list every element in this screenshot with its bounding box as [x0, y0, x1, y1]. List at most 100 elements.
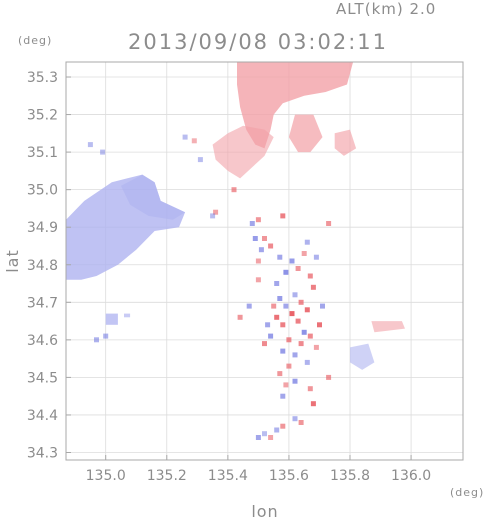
echo-cell [298, 341, 304, 347]
echo-cell [289, 258, 295, 264]
echo-cell [277, 371, 283, 377]
y-tick-label: 35.1 [27, 145, 58, 161]
echo-cell [280, 423, 286, 429]
echo-cell [182, 134, 188, 140]
west-small-blob-1 [105, 313, 118, 325]
echo-cell [317, 322, 322, 328]
echo-cell [274, 281, 280, 286]
echo-cell [274, 427, 280, 433]
altitude-label: ALT(km) 2.0 [336, 0, 436, 18]
echo-cell [283, 269, 289, 275]
echo-cell [292, 352, 298, 358]
y-tick-label: 34.7 [27, 295, 58, 311]
y-tick-label: 34.9 [27, 220, 58, 236]
x-tick-label: 135.8 [330, 468, 370, 484]
echo-cell [246, 303, 252, 309]
echo-cell [292, 292, 298, 298]
y-axis-label: lat [3, 249, 22, 273]
chart-title: 2013/09/08 03:02:11 [128, 30, 388, 54]
echo-cell [320, 303, 325, 309]
echo-cell [277, 296, 283, 301]
echo-cell [313, 344, 319, 350]
echo-cell [262, 431, 267, 437]
echo-speckles [87, 134, 332, 440]
north-upper-positive [237, 62, 354, 149]
y-tick-label: 34.5 [27, 370, 58, 386]
echo-cell [286, 363, 292, 369]
y-tick-label: 34.4 [27, 408, 58, 424]
echo-cell [280, 393, 286, 399]
x-axis-label: lon [251, 502, 278, 521]
echo-cell [298, 299, 304, 305]
echo-cell [262, 341, 267, 347]
echo-cell [280, 322, 286, 328]
north-far-right-blob [334, 129, 357, 156]
echo-cell [271, 303, 277, 309]
echo-cell [87, 142, 93, 148]
echo-cell [268, 333, 274, 339]
echo-cell [197, 157, 203, 163]
echo-cell [231, 187, 237, 193]
north-right-blob [288, 114, 323, 153]
echo-cell [298, 420, 304, 425]
echo-cell [307, 273, 313, 279]
x-tick-label: 135.4 [208, 468, 248, 484]
y-tick-label: 34.8 [27, 258, 58, 274]
echo-cell [262, 236, 267, 241]
plot-frame [65, 61, 464, 461]
echo-cell [255, 258, 261, 264]
east-small-negative [350, 343, 375, 370]
echo-cell [210, 213, 216, 219]
echo-cell [258, 247, 264, 253]
echo-cell [100, 149, 106, 155]
echo-cell [191, 138, 197, 144]
echo-cell [286, 337, 292, 343]
echo-cell [277, 254, 283, 260]
echo-cell [292, 416, 298, 422]
echo-cell [304, 239, 310, 245]
echo-cell [295, 318, 301, 324]
echo-cell [280, 348, 286, 354]
echo-cell [213, 209, 219, 215]
echo-cell [94, 337, 99, 343]
axis-ticks: 135.0 135.2 135.4 135.6 135.8 136.0 34.3 34.4 34… [27, 70, 431, 484]
echo-cell [307, 333, 313, 339]
echo-cell [326, 221, 332, 226]
y-tick-label: 35.0 [27, 183, 58, 199]
echo-cell [237, 314, 243, 320]
echo-cell [301, 251, 307, 256]
echo-cell [313, 254, 319, 260]
echo-cell [301, 329, 307, 335]
echo-cell [255, 435, 261, 440]
echo-cell [255, 277, 261, 283]
echo-cell [252, 236, 258, 241]
echo-cell [304, 307, 310, 313]
echo-cell [307, 386, 313, 392]
echo-cell [289, 311, 295, 317]
y-tick-label: 35.3 [27, 70, 58, 86]
y-tick-label: 35.2 [27, 108, 58, 124]
y-tick-label: 34.6 [27, 333, 58, 349]
echo-cell [283, 382, 289, 388]
echo-cell [304, 359, 310, 365]
echo-cell [255, 217, 261, 223]
y-tick-label: 34.3 [27, 445, 58, 461]
north-lower-positive [212, 125, 274, 179]
echo-cell [103, 333, 109, 339]
echo-cell [292, 378, 298, 384]
echo-cell [265, 322, 271, 328]
y-unit-label: (deg) [18, 34, 52, 47]
x-tick-label: 136.0 [391, 468, 431, 484]
echo-cell [280, 213, 286, 219]
echo-regions [66, 62, 405, 370]
east-small-positive [371, 321, 405, 333]
echo-cell [295, 266, 301, 271]
echo-cell [310, 401, 316, 407]
echo-cell [274, 314, 280, 320]
echo-cell [283, 303, 289, 309]
echo-cell [268, 435, 274, 440]
echo-cell [326, 374, 332, 380]
west-upper-light [121, 174, 186, 220]
echo-cell [249, 221, 255, 226]
